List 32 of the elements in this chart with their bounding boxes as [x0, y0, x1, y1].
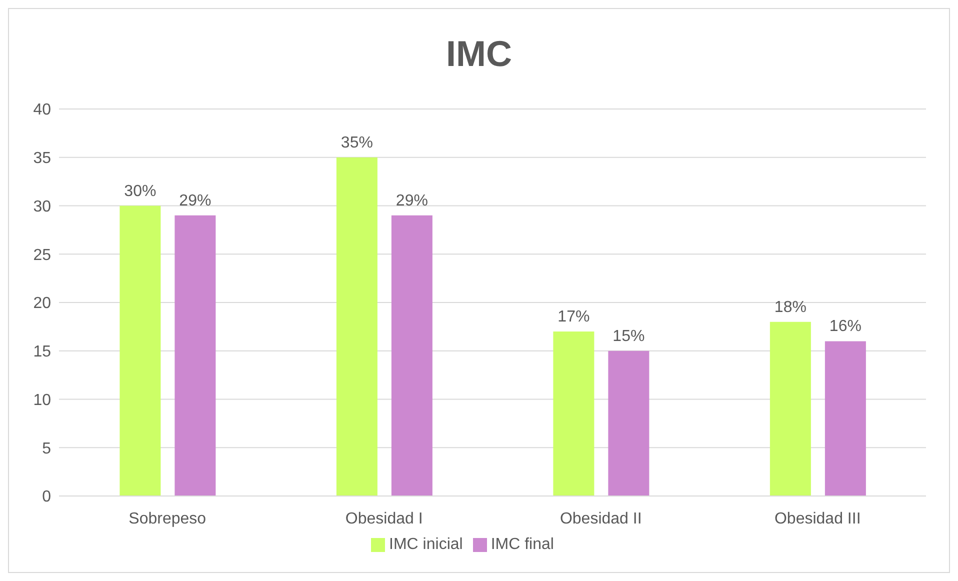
y-tick-label: 35	[33, 150, 52, 168]
x-tick-label: Sobrepeso	[128, 510, 206, 528]
data-label: 18%	[774, 298, 806, 316]
bar	[770, 322, 811, 496]
data-label: 30%	[124, 182, 156, 200]
bar	[608, 350, 650, 496]
x-tick-label: Obesidad I	[345, 510, 423, 528]
data-label: 35%	[340, 134, 373, 152]
y-tick-label: 0	[42, 488, 52, 506]
data-label: 17%	[558, 308, 590, 326]
y-tick-label: 10	[33, 392, 52, 409]
bar	[120, 206, 161, 496]
y-tick-label: 40	[33, 102, 52, 119]
legend-label: IMC inicial	[389, 536, 463, 553]
legend-label: IMC final	[490, 536, 554, 553]
bar	[824, 341, 866, 496]
y-tick-label: 15	[33, 344, 52, 361]
bar	[391, 215, 432, 496]
x-tick-label: Obesidad III	[774, 510, 861, 528]
bar	[336, 157, 378, 496]
data-label: 15%	[612, 328, 645, 345]
data-label: 16%	[829, 318, 862, 336]
data-label: 29%	[179, 192, 212, 210]
bar	[174, 215, 216, 496]
bar	[553, 332, 594, 496]
x-tick-label: Obesidad II	[560, 510, 642, 528]
y-tick-label: 20	[33, 295, 52, 312]
data-label: 29%	[396, 192, 428, 210]
chart-title: IMC	[445, 32, 513, 76]
y-tick-label: 30	[33, 198, 52, 216]
y-tick-label: 5	[42, 440, 52, 458]
y-tick-label: 25	[33, 246, 52, 264]
